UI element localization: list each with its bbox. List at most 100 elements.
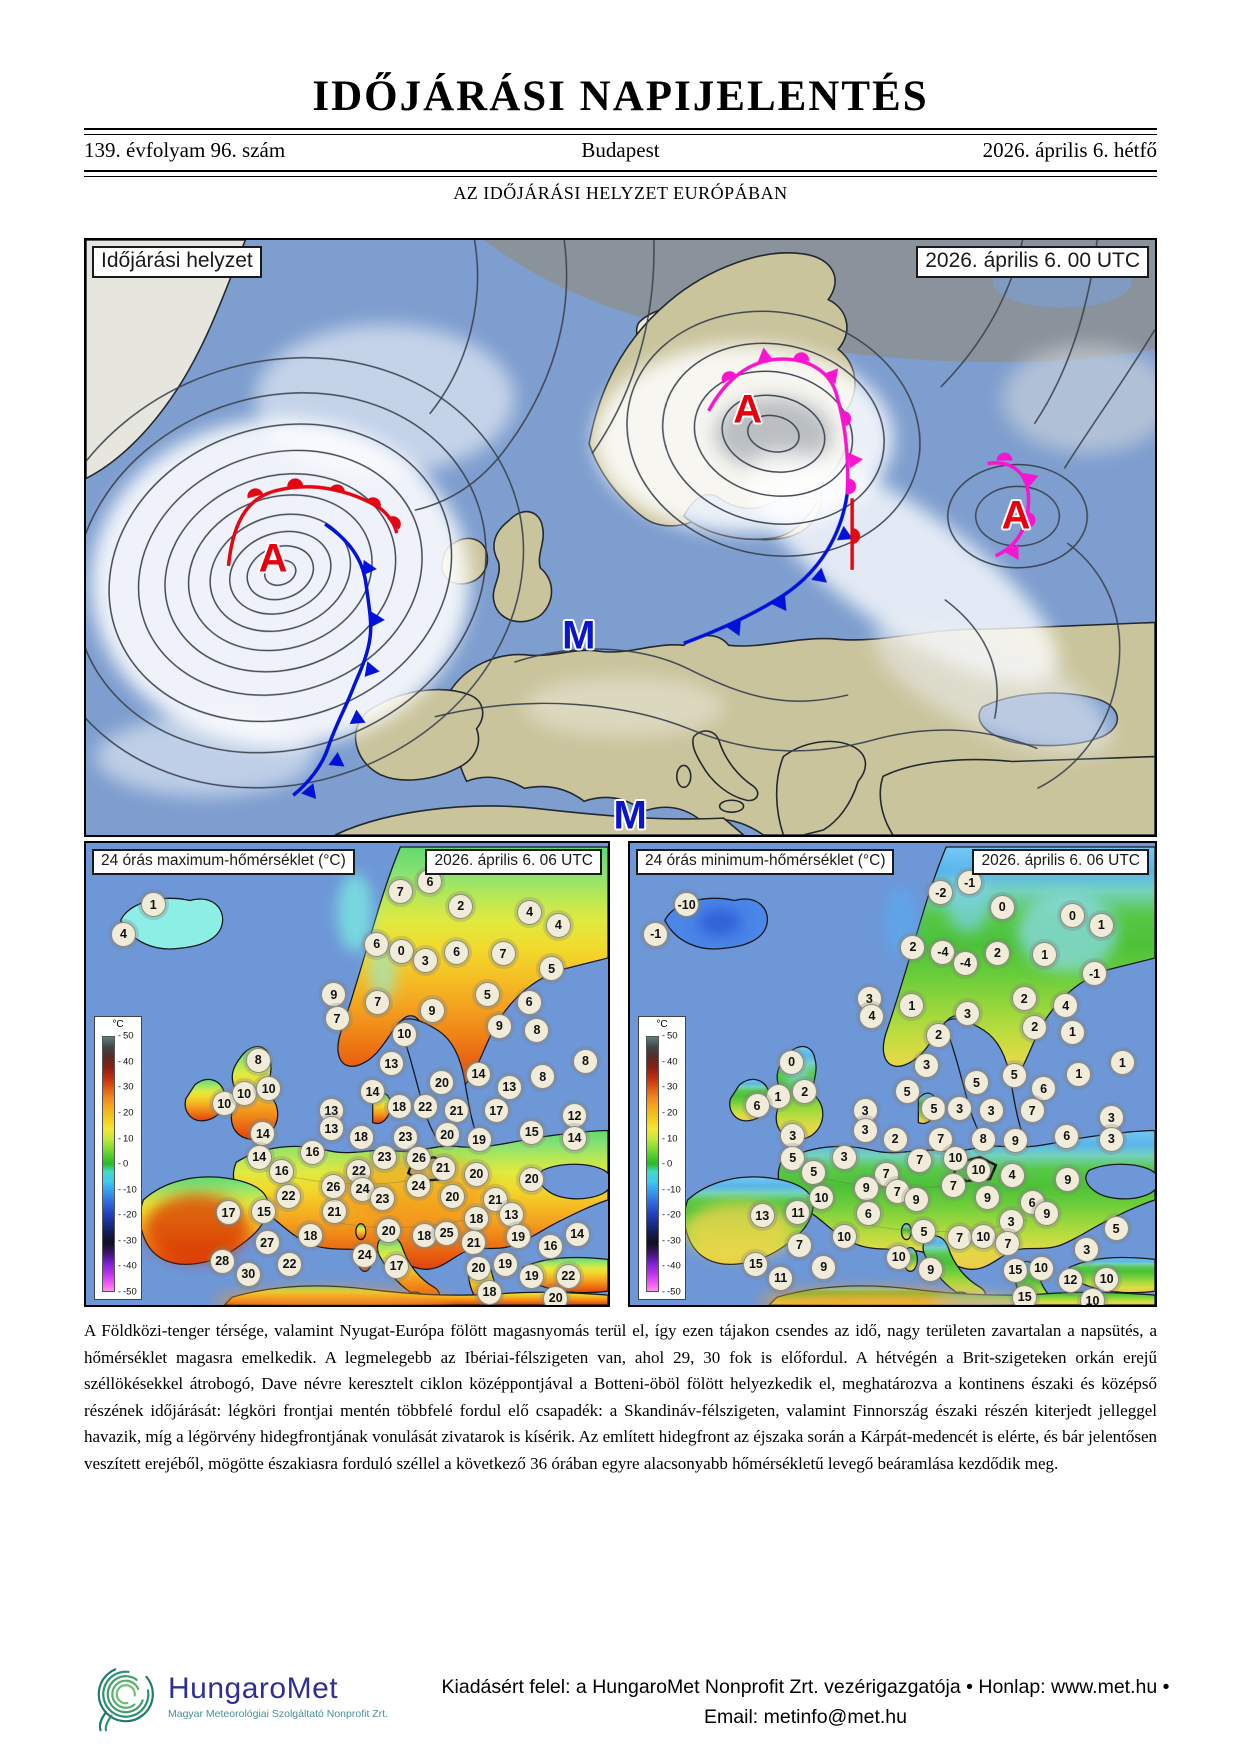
station-temperature: 21 <box>321 1199 347 1225</box>
station-temperature: 10 <box>809 1185 835 1211</box>
station-temperature: 15 <box>1002 1257 1028 1283</box>
issue-info-row: 139. évfolyam 96. szám Budapest 2026. áp… <box>84 138 1157 163</box>
logo-name: HungaroMet <box>168 1672 339 1705</box>
station-temperature: 7 <box>995 1231 1021 1257</box>
colorbar-tick: -40 <box>662 1261 681 1272</box>
page-title: IDŐJÁRÁSI NAPIJELENTÉS <box>312 73 929 120</box>
station-temperature: 22 <box>277 1251 303 1277</box>
station-temperature: 10 <box>231 1081 257 1107</box>
station-temperature: 1 <box>1088 912 1114 938</box>
station-temperature: 2 <box>1022 1014 1048 1040</box>
station-temperature: 30 <box>235 1261 261 1287</box>
station-temperature: 21 <box>430 1155 456 1181</box>
colorbar-tick: 30 <box>118 1082 134 1093</box>
station-temperature: 7 <box>324 1006 350 1032</box>
station-temperature: 8 <box>970 1126 996 1152</box>
colorbar-tick: -50 <box>662 1287 681 1298</box>
occluded-front <box>707 347 864 495</box>
station-temperature: 4 <box>517 899 543 925</box>
station-temperature: 3 <box>1098 1105 1124 1130</box>
station-temperature: 19 <box>466 1127 492 1153</box>
station-temperature: -2 <box>928 880 954 905</box>
station-temperature: 21 <box>461 1230 487 1256</box>
station-temperature: 3 <box>1098 1126 1124 1152</box>
station-temperature: 23 <box>372 1144 398 1170</box>
station-temperature: -10 <box>674 892 700 918</box>
station-temperature: 7 <box>387 879 413 905</box>
station-temperature: 9 <box>321 982 347 1008</box>
station-temperature: 9 <box>811 1254 837 1280</box>
station-temperature: 4 <box>999 1162 1025 1188</box>
station-temperature: 8 <box>524 1017 550 1043</box>
station-temperature: 15 <box>519 1119 545 1145</box>
station-temperature: 7 <box>940 1173 966 1199</box>
station-temperature: 20 <box>376 1218 402 1244</box>
synoptic-map-title: Időjárási helyzet <box>92 246 262 278</box>
colorbar-tick: 50 <box>118 1031 134 1042</box>
header-divider-bottom <box>84 170 1157 177</box>
station-temperature: 10 <box>966 1157 992 1183</box>
station-temperature: 9 <box>974 1185 1000 1211</box>
station-temperature: 5 <box>963 1070 989 1096</box>
station-temperature: 13 <box>378 1051 404 1077</box>
colorbar-tick: 20 <box>118 1107 134 1118</box>
station-temperature: 0 <box>989 894 1015 920</box>
colorbar-unit: °C <box>112 1019 124 1031</box>
station-temperature: 5 <box>921 1096 947 1122</box>
station-temperature: 13 <box>749 1203 775 1229</box>
warm-front-segment <box>850 498 861 570</box>
station-temperature: 15 <box>743 1251 769 1277</box>
station-temperature: 7 <box>1019 1098 1045 1124</box>
station-temperature: 20 <box>439 1184 465 1209</box>
header-divider-top <box>84 128 1157 135</box>
station-temperature: 18 <box>297 1223 323 1249</box>
station-temperature: 9 <box>1002 1128 1028 1154</box>
station-temperature: 10 <box>256 1076 282 1102</box>
station-temperature: 8 <box>245 1047 271 1073</box>
station-temperature: -1 <box>957 870 983 896</box>
station-temperature: 9 <box>918 1257 944 1282</box>
station-temperature: -1 <box>643 921 669 947</box>
issue-city: Budapest <box>581 138 660 162</box>
station-temperature: 4 <box>111 921 137 947</box>
station-temperature: 10 <box>886 1244 912 1270</box>
colorbar-tick: -30 <box>662 1235 681 1246</box>
station-temperature: 24 <box>405 1173 431 1199</box>
station-temperature: 20 <box>463 1161 489 1187</box>
synoptic-map-graphic <box>86 240 1155 835</box>
station-temperature: 16 <box>269 1158 295 1184</box>
station-temperature: 10 <box>1094 1266 1120 1292</box>
station-temperature: 22 <box>275 1183 301 1209</box>
max-map-timestamp: 2026. április 6. 06 UTC <box>425 849 602 875</box>
station-temperature: 23 <box>369 1186 395 1212</box>
station-temperature: 6 <box>1031 1076 1057 1102</box>
station-temperature: 1 <box>1109 1050 1135 1076</box>
station-temperature: 17 <box>215 1200 241 1226</box>
station-temperature: 19 <box>505 1224 531 1250</box>
station-temperature: 6 <box>744 1093 770 1119</box>
pressure-centers-layer: A A A M M <box>86 240 1155 835</box>
station-temperature: 7 <box>787 1232 813 1258</box>
colorbar-ticks: 50 40 30 20 10 0 -10 -20 -30 -40 -50 <box>662 1031 685 1298</box>
station-temperature: 22 <box>555 1263 581 1289</box>
colorbar-tick: -10 <box>662 1184 681 1195</box>
station-temperature: 9 <box>853 1175 879 1201</box>
logo-tagline: Magyar Meteorológiai Szolgáltató Nonprof… <box>168 1708 389 1720</box>
min-temperature-stations: -10 -1 -1 -2 0 0 1 2 -4 -4 2 1 -1 3 1 3 2 4 4 2 2 1 1 3 0 1 2 6 5 5 5 6… <box>630 843 1155 1305</box>
station-temperature: 18 <box>463 1206 489 1232</box>
station-temperature: 3 <box>914 1052 940 1078</box>
station-temperature: 15 <box>1012 1284 1038 1305</box>
station-temperature: 1 <box>899 993 925 1019</box>
colorbar-tick: 40 <box>118 1056 134 1067</box>
station-temperature: 21 <box>444 1098 470 1124</box>
station-temperature: 20 <box>543 1285 569 1305</box>
colorbar-unit: °C <box>656 1019 668 1031</box>
station-temperature: 5 <box>911 1219 937 1245</box>
station-temperature: 14 <box>466 1061 491 1087</box>
station-temperature: 7 <box>365 989 391 1015</box>
station-temperature: 2 <box>926 1022 952 1048</box>
station-temperature: 10 <box>970 1224 996 1250</box>
station-temperature: 19 <box>519 1263 545 1289</box>
station-temperature: 14 <box>360 1079 386 1105</box>
